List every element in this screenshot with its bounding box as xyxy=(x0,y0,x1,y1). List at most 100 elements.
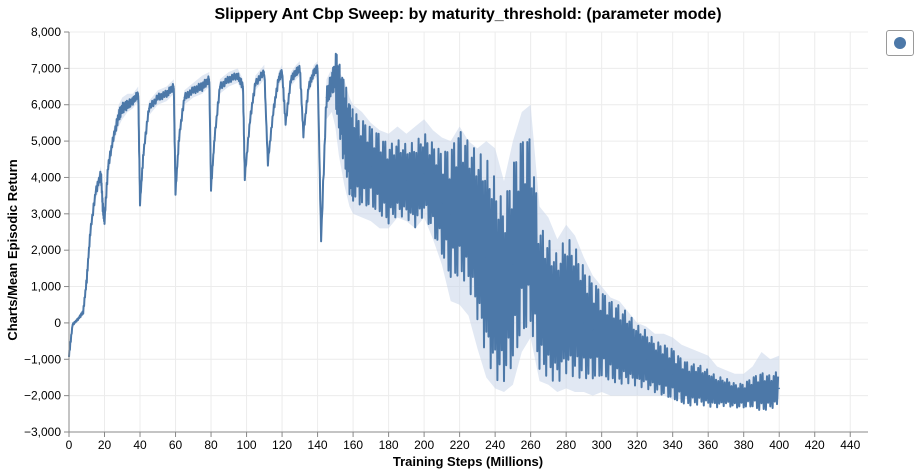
series-point xyxy=(112,136,115,139)
series-point xyxy=(132,100,134,102)
y-tick-label: 6,000 xyxy=(31,98,61,112)
y-tick-label: 8,000 xyxy=(31,25,61,39)
series-point xyxy=(174,191,177,193)
series-point xyxy=(71,323,74,326)
x-tick-label: 360 xyxy=(698,438,718,452)
series-point xyxy=(100,173,102,175)
series-point xyxy=(249,118,251,121)
series-point xyxy=(213,136,216,139)
series-point xyxy=(663,369,665,371)
series-point xyxy=(126,103,129,106)
series-point xyxy=(538,296,541,299)
y-tick-label: −2,000 xyxy=(24,389,61,403)
series-point xyxy=(361,162,363,164)
x-tick-label: 40 xyxy=(133,438,147,452)
x-tick-label: 440 xyxy=(840,438,860,452)
series-point xyxy=(139,202,141,204)
series-point xyxy=(432,187,434,190)
x-tick-label: 280 xyxy=(556,438,576,452)
y-axis-label: Charts/Mean Episodic Return xyxy=(5,159,20,340)
series-point xyxy=(512,263,514,266)
y-tick-label: 1,000 xyxy=(31,280,61,294)
series-point xyxy=(85,278,88,281)
series-point xyxy=(378,173,381,175)
x-tick-label: 240 xyxy=(485,438,505,452)
series-point xyxy=(94,191,97,193)
series-point xyxy=(254,82,257,84)
series-point xyxy=(627,347,630,350)
legend[interactable] xyxy=(886,30,914,56)
y-tick-label: 0 xyxy=(54,316,61,330)
series-point xyxy=(210,187,212,190)
series-point xyxy=(707,387,709,390)
series-point xyxy=(302,133,305,135)
series-point xyxy=(165,93,168,95)
x-tick-label: 200 xyxy=(414,438,434,452)
series-point xyxy=(316,67,319,70)
x-tick-label: 80 xyxy=(204,438,218,452)
series-point xyxy=(760,391,763,393)
axes: 0 20 40 60 80 100 120 140 160 180 200 220 240 260 280 3… xyxy=(24,25,868,452)
series-point xyxy=(503,293,505,295)
series-point xyxy=(654,365,656,368)
series-point xyxy=(725,391,727,393)
series-point xyxy=(343,122,346,124)
series-point xyxy=(320,238,322,241)
x-tick-label: 380 xyxy=(734,438,754,452)
series-point xyxy=(277,78,280,81)
series-point xyxy=(236,74,239,77)
series-point xyxy=(290,78,292,81)
series-point xyxy=(591,329,594,331)
series-point xyxy=(609,340,612,342)
series-point xyxy=(192,89,195,91)
series-point xyxy=(565,303,567,306)
series-point xyxy=(121,107,124,110)
series-point xyxy=(107,165,109,168)
series-point xyxy=(82,311,85,313)
series-point xyxy=(295,71,298,73)
series-point xyxy=(716,391,718,393)
y-tick-label: 4,000 xyxy=(31,170,61,184)
series-point xyxy=(243,176,246,179)
series-point xyxy=(414,183,417,186)
series-point xyxy=(529,231,532,233)
series-point xyxy=(183,96,186,99)
x-tick-label: 420 xyxy=(805,438,825,452)
series-point xyxy=(325,96,328,99)
y-tick-label: −1,000 xyxy=(24,352,61,366)
series-line-group xyxy=(68,52,781,411)
y-tick-label: 7,000 xyxy=(31,61,61,75)
series-point xyxy=(348,147,351,150)
series-point xyxy=(449,213,452,215)
series-point xyxy=(172,85,175,88)
series-point xyxy=(751,391,754,393)
series-point xyxy=(370,165,372,168)
series-point xyxy=(334,74,337,77)
series-point xyxy=(547,307,550,310)
series-point xyxy=(645,358,647,361)
x-tick-label: 320 xyxy=(627,438,647,452)
y-tick-label: −3,000 xyxy=(24,425,61,439)
x-tick-label: 60 xyxy=(169,438,183,452)
x-tick-label: 100 xyxy=(237,438,257,452)
series-point xyxy=(520,234,523,237)
series-point xyxy=(208,78,211,81)
series-point xyxy=(281,71,283,73)
x-tick-label: 260 xyxy=(521,438,541,452)
legend-series-marker xyxy=(894,37,906,49)
series-point xyxy=(441,202,443,204)
series-point xyxy=(423,173,425,175)
series-point xyxy=(778,387,781,390)
series-point xyxy=(330,82,333,84)
series-point xyxy=(103,220,106,222)
series-point xyxy=(201,85,203,88)
series-point xyxy=(671,373,674,375)
series-point xyxy=(219,85,221,88)
series-point xyxy=(600,333,603,335)
series-point xyxy=(338,96,340,99)
series-point xyxy=(137,93,140,95)
x-tick-label: 20 xyxy=(98,438,112,452)
series-point xyxy=(458,202,461,204)
x-tick-label: 400 xyxy=(769,438,789,452)
